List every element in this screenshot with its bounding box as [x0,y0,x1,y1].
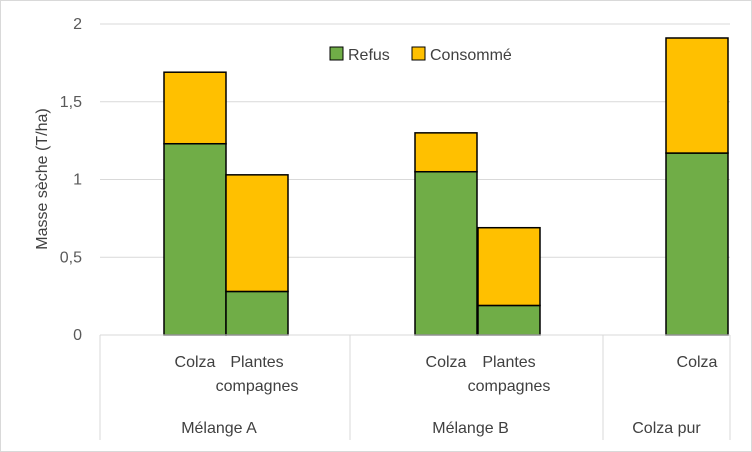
bar-segment-consomme [163,71,227,145]
bar-category-label: Colza [175,354,216,371]
bar-category-label: Plantes [482,354,535,371]
group-label: Colza pur [632,420,701,437]
bar-segment-refus [477,304,541,336]
bar-segment-refus [225,290,289,336]
bar-segment-consomme [225,174,289,293]
y-tick-label: 0 [73,327,82,344]
bar-segment-refus [665,152,729,336]
bar-segment-refus [163,142,227,336]
bar-category-label: Colza [426,354,467,371]
legend-swatch-consomme [411,46,426,61]
y-tick-label: 1 [73,172,82,189]
y-tick-label: 2 [73,16,82,33]
legend-label-refus: Refus [348,47,390,64]
legend-swatch-refus [329,46,344,61]
bar-segment-refus [414,170,478,336]
y-tick-labels: 0 0,5 1 1,5 2 [60,16,82,344]
category-axis: Colza Plantes compagnes Mélange A Colza Plant… [99,334,731,440]
legend-label-consomme: Consommé [430,47,512,64]
group-label: Mélange B [432,420,509,437]
bars [163,37,729,336]
y-tick-label: 1,5 [60,94,82,111]
bar-category-label: compagnes [468,378,551,395]
y-tick-label: 0,5 [60,249,82,266]
bar-segment-consomme [414,132,478,173]
bar-category-label: compagnes [216,378,299,395]
legend: Refus Consommé [329,46,512,64]
bar-segment-consomme [665,37,729,154]
bar-segment-consomme [477,226,541,307]
bar-category-label: Plantes [230,354,283,371]
bar-category-label: Colza [677,354,718,371]
y-axis-title: Masse sèche (T/ha) [34,108,51,249]
group-label: Mélange A [181,420,257,437]
